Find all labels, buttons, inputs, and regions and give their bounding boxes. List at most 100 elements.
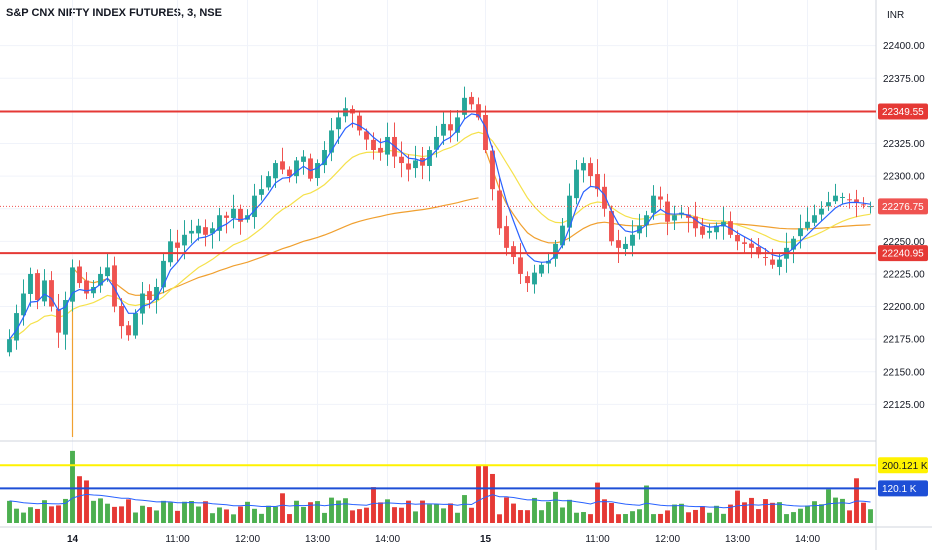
candle-body — [273, 163, 278, 179]
volume-bar — [378, 502, 383, 523]
volume-bar — [686, 512, 691, 523]
candle-body — [287, 169, 292, 177]
candle-body — [854, 199, 859, 203]
volume-bar — [791, 512, 796, 523]
volume-bar — [763, 499, 768, 523]
candle-body — [336, 117, 341, 130]
volume-bar — [385, 499, 390, 523]
volume-bar — [91, 500, 96, 523]
volume-bar — [462, 495, 467, 523]
candle-body — [21, 293, 26, 316]
volume-bar — [532, 497, 537, 523]
candle-body — [252, 195, 257, 218]
volume-pane — [0, 450, 876, 523]
candle-body — [553, 243, 558, 259]
volume-bar — [217, 507, 222, 523]
currency-label[interactable]: INR — [887, 10, 905, 21]
candle-body — [14, 313, 19, 341]
volume-bar — [672, 504, 677, 523]
candle-body — [63, 300, 68, 335]
volume-bar — [21, 512, 26, 523]
candle-body — [721, 221, 726, 227]
candle-body — [126, 325, 131, 336]
candle-body — [35, 273, 40, 301]
volume-bar — [714, 505, 719, 523]
candle-body — [133, 313, 138, 336]
price-tick-label: 22325.00 — [883, 139, 925, 150]
candle-body — [441, 123, 446, 136]
candle-body — [315, 163, 320, 179]
candle-body — [42, 280, 47, 302]
candle-body — [413, 160, 418, 169]
volume-bar — [252, 508, 257, 523]
volume-bar — [168, 502, 173, 523]
volume-bar — [63, 498, 68, 523]
volume-bar — [518, 510, 523, 523]
candle-body — [385, 136, 390, 155]
candle-body — [644, 215, 649, 226]
volume-bar — [154, 510, 159, 523]
volume-bar — [637, 509, 642, 523]
candle-body — [560, 225, 565, 246]
time-tick-label: 13:00 — [305, 534, 330, 545]
candle-body — [98, 273, 103, 286]
volume-bar — [49, 506, 54, 523]
candle-body — [714, 225, 719, 233]
volume-bar — [833, 497, 838, 523]
time-tick-label: 15 — [480, 534, 492, 545]
volume-bar — [42, 500, 47, 523]
candle-body — [7, 339, 12, 353]
time-tick-label: 14 — [67, 534, 79, 545]
volume-bar — [231, 514, 236, 523]
volume-bar — [742, 502, 747, 523]
volume-bar — [700, 506, 705, 523]
volume-bar — [448, 503, 453, 523]
candle-body — [735, 234, 740, 242]
volume-bar — [784, 514, 789, 523]
time-tick-label: 11:00 — [165, 534, 190, 545]
volume-bar — [259, 513, 264, 523]
candle-body — [49, 280, 54, 307]
candle-body — [763, 256, 768, 258]
price-tick-label: 22375.00 — [883, 74, 925, 85]
candle-body — [105, 267, 110, 277]
candle-body — [161, 260, 166, 288]
level-lines — [0, 110, 876, 255]
volume-bar — [658, 513, 663, 523]
candle-body — [595, 174, 600, 190]
volume-bar — [525, 510, 530, 523]
candle-body — [77, 266, 82, 284]
volume-bar — [777, 502, 782, 523]
candle-body — [378, 147, 383, 153]
volume-bar — [280, 493, 285, 523]
candle-body — [819, 208, 824, 215]
slow-ma-line — [9, 131, 871, 340]
time-axis[interactable]: 14 11:00 12:00 13:00 14:00 15 11:00 12:00 13:00 1… — [67, 534, 821, 545]
candle-body — [588, 163, 593, 177]
candle-body — [28, 273, 33, 294]
volume-bar — [7, 500, 12, 523]
volume-bar — [343, 498, 348, 523]
candle-body — [504, 226, 509, 248]
volume-bar — [287, 514, 292, 523]
price-axis[interactable]: 22400.0022375.0022350.0022325.0022300.00… — [883, 41, 925, 411]
candle-body — [469, 96, 474, 105]
candle-body — [371, 139, 376, 151]
volume-bar — [406, 500, 411, 523]
volume-bar — [126, 499, 131, 523]
volume-bar — [644, 485, 649, 523]
volume-bar — [175, 510, 180, 523]
volume-bar — [756, 509, 761, 523]
candle-body — [840, 196, 845, 198]
candle-body — [301, 156, 306, 162]
volume-bar — [371, 487, 376, 523]
volume-bar — [273, 506, 278, 523]
vwap-line — [71, 149, 871, 437]
fast-ma-path — [9, 113, 871, 340]
volume-bar — [189, 501, 194, 523]
candle-body — [525, 276, 530, 284]
candle-body — [217, 215, 222, 231]
volume-bar — [553, 491, 558, 523]
